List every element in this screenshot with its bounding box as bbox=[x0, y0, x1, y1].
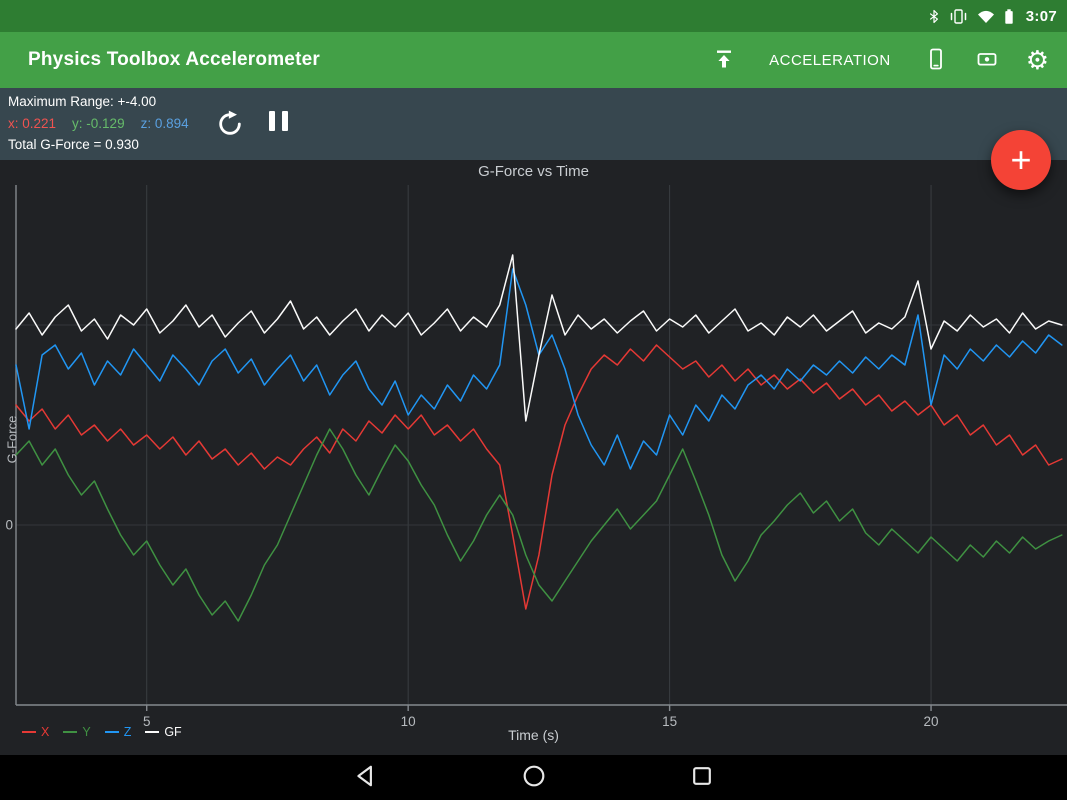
legend-label-x: X bbox=[41, 725, 50, 739]
status-bar: 3:07 bbox=[0, 0, 1067, 32]
series-gf bbox=[15, 254, 1063, 422]
x-tick-label: 20 bbox=[924, 714, 939, 729]
legend-item-z: Z bbox=[104, 725, 132, 739]
back-button[interactable] bbox=[353, 763, 379, 792]
record-button[interactable] bbox=[975, 47, 999, 74]
recents-icon bbox=[689, 763, 715, 792]
upload-button[interactable] bbox=[712, 47, 736, 74]
settings-button[interactable]: ⚙ bbox=[1026, 47, 1049, 73]
settings-gear-icon: ⚙ bbox=[1025, 45, 1049, 75]
battery-icon bbox=[1004, 8, 1014, 25]
chart-area: 5 10 15 20 0 G-Force vs Time G-Force Time (s… bbox=[0, 160, 1067, 755]
x-value: x: 0.221 bbox=[8, 115, 57, 131]
series-y bbox=[15, 428, 1063, 622]
navigation-bar bbox=[0, 755, 1067, 800]
legend-dash-y bbox=[63, 731, 78, 733]
z-value: z: 0.894 bbox=[140, 115, 189, 131]
legend-item-y: Y bbox=[63, 725, 91, 739]
upload-icon bbox=[712, 47, 736, 74]
gforce-chart: 5 10 15 20 0 bbox=[5, 185, 1067, 729]
app-bar-actions: ACCELERATION ⚙ bbox=[712, 47, 1049, 74]
total-gforce-text: Total G-Force = 0.930 bbox=[8, 137, 139, 152]
clock: 3:07 bbox=[1025, 7, 1057, 25]
legend-item-x: X bbox=[22, 725, 49, 739]
legend-item-gf: GF bbox=[145, 725, 182, 739]
bluetooth-icon bbox=[928, 8, 940, 25]
recents-button[interactable] bbox=[689, 763, 715, 792]
sensor-readout-bar: Maximum Range: +-4.00 x: 0.221 y: -0.129 z… bbox=[0, 88, 1067, 160]
readout-lines: Maximum Range: +-4.00 x: 0.221 y: -0.129 z… bbox=[8, 91, 189, 156]
chart-legend: X Y Z GF bbox=[22, 725, 182, 739]
series-z bbox=[15, 268, 1063, 470]
legend-dash-gf bbox=[145, 731, 160, 733]
mode-selector[interactable]: ACCELERATION bbox=[763, 51, 897, 70]
x-tick-label: 15 bbox=[662, 714, 677, 729]
wifi-icon bbox=[977, 9, 995, 24]
x-axis-label: Time (s) bbox=[508, 727, 559, 743]
xyz-readout: x: 0.221 y: -0.129 z: 0.894 bbox=[8, 113, 189, 135]
legend-label-z: Z bbox=[123, 725, 132, 739]
y-tick-label: 0 bbox=[5, 518, 13, 533]
chart-title: G-Force vs Time bbox=[478, 163, 589, 180]
reset-button[interactable] bbox=[216, 110, 244, 141]
add-fab[interactable]: + bbox=[991, 130, 1051, 190]
legend-dash-x bbox=[22, 731, 36, 733]
legend-label-gf: GF bbox=[164, 725, 182, 739]
record-icon bbox=[975, 47, 999, 74]
x-tick-label: 10 bbox=[401, 714, 416, 729]
reset-icon bbox=[216, 110, 244, 141]
x-tick-label: 5 bbox=[143, 714, 151, 729]
home-button[interactable] bbox=[521, 763, 547, 792]
vibrate-icon bbox=[949, 8, 968, 25]
pause-icon bbox=[269, 111, 275, 131]
device-orientation-button[interactable] bbox=[924, 47, 948, 74]
max-range-text: Maximum Range: +-4.00 bbox=[8, 94, 157, 109]
smartphone-icon bbox=[924, 47, 948, 74]
pause-icon bbox=[282, 111, 288, 131]
app-bar: Physics Toolbox Accelerometer ACCELERATI… bbox=[0, 32, 1067, 88]
y-axis-label: G-Force bbox=[4, 415, 20, 464]
y-value: y: -0.129 bbox=[72, 115, 125, 131]
legend-dash-z bbox=[104, 731, 119, 733]
legend-label-y: Y bbox=[82, 725, 91, 739]
series-x bbox=[15, 344, 1063, 610]
pause-button[interactable] bbox=[269, 111, 288, 131]
app-title: Physics Toolbox Accelerometer bbox=[28, 49, 320, 70]
back-icon bbox=[353, 763, 379, 792]
home-icon bbox=[521, 763, 547, 792]
